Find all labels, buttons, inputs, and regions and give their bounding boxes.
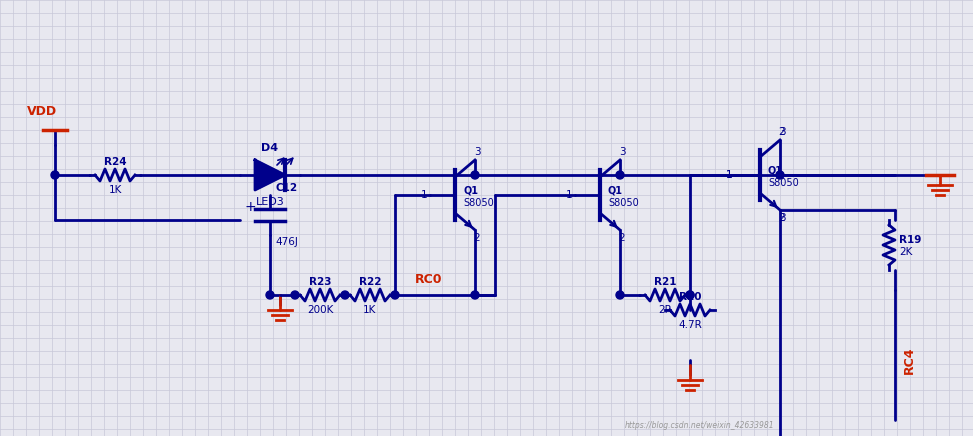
Text: 3: 3 — [778, 127, 785, 137]
Text: 1: 1 — [420, 190, 427, 200]
Text: 2R: 2R — [658, 305, 672, 315]
Text: S8050: S8050 — [463, 198, 493, 208]
Circle shape — [471, 291, 479, 299]
Text: R20: R20 — [679, 292, 702, 302]
Text: 2: 2 — [778, 127, 785, 137]
Circle shape — [291, 291, 299, 299]
Text: R24: R24 — [104, 157, 126, 167]
Circle shape — [686, 291, 694, 299]
Text: 3: 3 — [778, 213, 785, 223]
Text: LED3: LED3 — [256, 197, 284, 207]
Text: +: + — [244, 200, 256, 214]
Text: RC0: RC0 — [415, 273, 443, 286]
Text: 3: 3 — [474, 147, 481, 157]
Text: 2: 2 — [474, 233, 481, 243]
Circle shape — [686, 291, 694, 299]
Text: RC4: RC4 — [903, 346, 916, 374]
Text: R21: R21 — [654, 277, 676, 287]
Text: 200K: 200K — [306, 305, 333, 315]
Text: 4.7R: 4.7R — [678, 320, 702, 330]
Text: 1K: 1K — [108, 185, 122, 195]
Text: Q1: Q1 — [608, 185, 623, 195]
Text: Q1: Q1 — [463, 185, 478, 195]
Circle shape — [471, 171, 479, 179]
Text: S8050: S8050 — [768, 178, 799, 188]
Circle shape — [391, 291, 399, 299]
Text: 1: 1 — [726, 170, 732, 180]
Circle shape — [776, 171, 784, 179]
Circle shape — [616, 291, 624, 299]
Text: VDD: VDD — [27, 105, 57, 118]
Text: https://blog.csdn.net/weixin_42633981: https://blog.csdn.net/weixin_42633981 — [626, 420, 775, 429]
Circle shape — [51, 171, 59, 179]
Text: 2: 2 — [778, 213, 785, 223]
Circle shape — [266, 291, 274, 299]
Text: R22: R22 — [359, 277, 381, 287]
Text: C12: C12 — [275, 183, 297, 193]
Text: R19: R19 — [899, 235, 921, 245]
Text: S8050: S8050 — [608, 198, 638, 208]
Text: 2: 2 — [619, 233, 626, 243]
Text: 3: 3 — [619, 147, 626, 157]
Circle shape — [341, 291, 349, 299]
Text: D4: D4 — [262, 143, 278, 153]
Text: 2K: 2K — [899, 247, 913, 257]
Text: 1K: 1K — [363, 305, 377, 315]
Text: 1: 1 — [726, 170, 732, 180]
Circle shape — [616, 171, 624, 179]
Text: Q1: Q1 — [768, 165, 783, 175]
Polygon shape — [255, 160, 285, 190]
Text: 476J: 476J — [275, 237, 298, 247]
Text: 1: 1 — [565, 190, 572, 200]
Text: R23: R23 — [308, 277, 331, 287]
